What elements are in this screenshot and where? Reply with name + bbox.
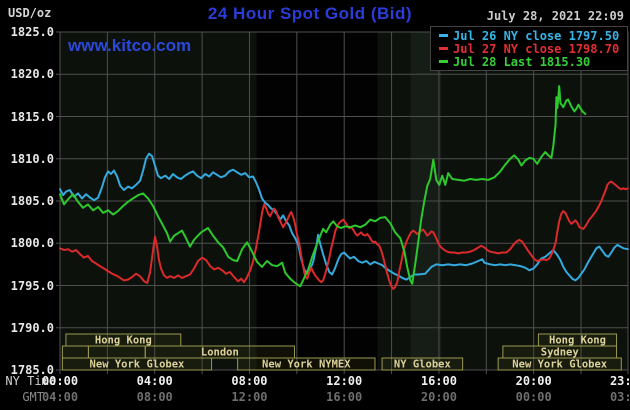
x-axis-ny-time-label: 20:00	[515, 374, 552, 388]
y-axis-tick-label: 1810.0	[10, 151, 54, 166]
x-axis-gmt-label: 04:00	[41, 390, 79, 404]
legend-item-label: Jul 28 Last 1815.30	[453, 54, 591, 69]
x-axis-gmt-label: 12:00	[231, 390, 268, 404]
x-axis-gmt-label: 08:00	[136, 390, 173, 404]
x-axis-gmt-label: 00:00	[515, 390, 552, 404]
session-box-unlabeled	[87, 345, 146, 359]
session-label: London	[201, 347, 239, 359]
legend-item-label: Jul 26 NY close 1797.50	[453, 28, 620, 43]
session-box-new-york-globex	[497, 357, 622, 371]
y-axis-tick-label: 1815.0	[10, 109, 54, 124]
legend-item-label: Jul 27 NY close 1798.70	[453, 41, 620, 56]
session-box-new-york-nymex	[237, 357, 376, 371]
legend-item-2: Jul 28 Last 1815.30	[437, 54, 627, 69]
ny-time-axis-label: NY Time	[5, 374, 56, 388]
legend-item-1: Jul 27 NY close 1798.70	[437, 41, 627, 56]
session-label: New York NYMEX	[262, 359, 351, 371]
session-box-ny-globex	[381, 357, 464, 371]
session-label: Hong Kong	[549, 335, 606, 347]
y-axis-tick-label: 1790.0	[10, 320, 54, 335]
x-axis-gmt-label: 16:00	[326, 390, 363, 404]
session-label: Hong Kong	[95, 335, 152, 347]
kitco-watermark: www.kitco.com	[68, 36, 192, 55]
y-axis-tick-label: 1795.0	[10, 278, 54, 293]
x-axis-gmt-label: 20:00	[420, 390, 457, 404]
session-box-unlabeled	[61, 345, 89, 359]
session-label: New York Globex	[512, 359, 608, 371]
price-line-2	[59, 85, 587, 288]
session-box-london	[144, 345, 295, 359]
session-label: Sydney	[541, 347, 580, 359]
session-label: New York Globex	[90, 359, 186, 371]
legend-dash-icon	[439, 34, 448, 37]
session-label: NY Globex	[394, 359, 452, 371]
x-axis-ny-time-label: 04:00	[136, 374, 173, 388]
x-axis-ny-time-label: 08:00	[231, 374, 268, 388]
x-axis-ny-time-label: 00:00	[41, 374, 79, 388]
price-line-1	[59, 180, 629, 290]
x-axis-gmt-label: 03:59	[609, 390, 630, 404]
session-box-new-york-globex	[61, 357, 213, 371]
y-axis-units-label: USD/oz	[8, 6, 52, 20]
legend-dash-icon	[439, 60, 448, 63]
y-axis-tick-label: 1805.0	[10, 194, 54, 208]
price-line-0	[59, 152, 629, 282]
y-axis-tick-label: 1785.0	[10, 363, 54, 377]
x-axis-ny-time-label: 16:00	[420, 374, 457, 388]
gmt-axis-label: GMT	[22, 390, 44, 404]
legend-item-0: Jul 26 NY close 1797.50	[437, 28, 627, 43]
y-axis-tick-label: 1820.0	[10, 67, 54, 82]
page-title: 24 Hour Spot Gold (Bid)	[207, 4, 413, 23]
x-axis-ny-time-label: 12:00	[326, 374, 363, 388]
legend: Jul 26 NY close 1797.50 Jul 27 NY close 1…	[430, 26, 628, 71]
y-axis-tick-label: 1800.0	[10, 236, 54, 251]
y-axis-tick-label: 1825.0	[10, 25, 54, 39]
chart-timestamp: July 28, 2021 22:09	[486, 9, 624, 23]
x-axis-ny-time-label: 23:59	[609, 374, 630, 388]
legend-dash-icon	[439, 47, 448, 50]
